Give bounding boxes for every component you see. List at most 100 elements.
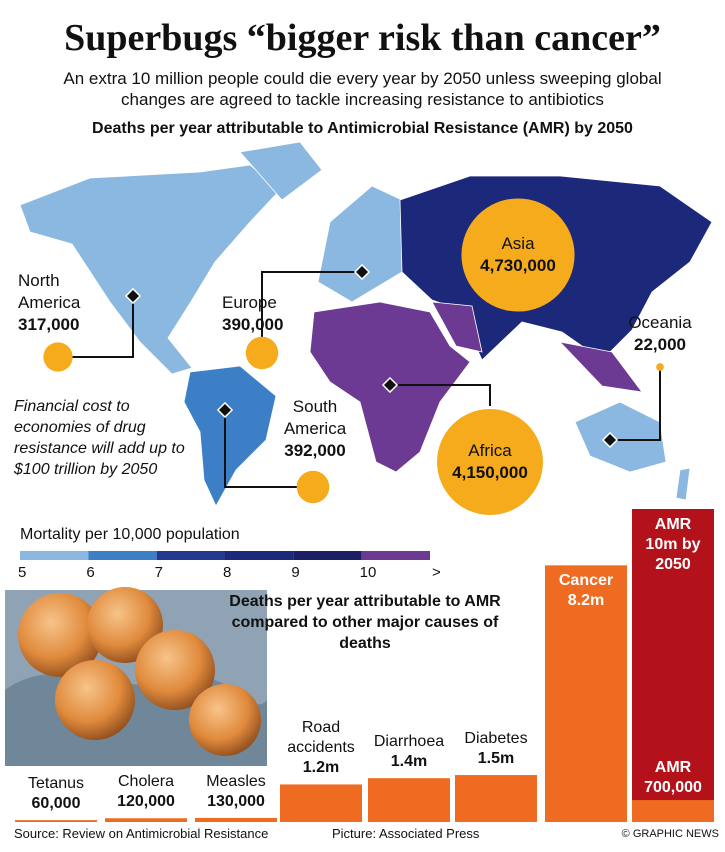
region-marker <box>296 470 330 504</box>
title: Superbugs “bigger risk than cancer” <box>64 17 661 59</box>
picture-credit: Picture: Associated Press <box>332 826 480 841</box>
region-marker <box>656 363 664 371</box>
diamonds <box>124 263 619 449</box>
amr-now-bar <box>632 800 714 822</box>
region-value: 392,000 <box>284 441 346 460</box>
greenland-shape <box>239 141 323 201</box>
bacteria-photo <box>5 587 267 766</box>
bar-value-label: 1.4m <box>390 753 428 771</box>
diamond <box>124 287 142 305</box>
bar-category: Cholera <box>117 773 175 791</box>
australia-shape <box>574 401 667 473</box>
amr-2050-label: AMR 10m by 2050 <box>632 515 714 575</box>
credit: © GRAPHIC NEWS <box>621 828 719 840</box>
legend-swatch <box>361 551 430 560</box>
legend-open-end: > <box>432 564 441 581</box>
map-title: Deaths per year attributable to Antimicr… <box>92 120 633 137</box>
bar-value-label: 700,000 <box>644 779 702 797</box>
bar-category: Diarrhoea <box>373 733 445 751</box>
legend-tick-label: 6 <box>86 564 95 581</box>
bar-label: Measles 130,000 <box>191 772 281 812</box>
leader-line <box>224 410 313 488</box>
region-marker <box>461 198 575 312</box>
bar-label: Diabetes 1.5m <box>451 729 541 769</box>
region-name: North America <box>18 271 81 312</box>
region-label: Asia 4,730,000 <box>448 233 588 277</box>
region-label: Europe 390,000 <box>222 292 312 336</box>
chart-title: Deaths per year attributable to AMR comp… <box>229 593 501 652</box>
region-name: Asia <box>501 234 535 253</box>
bar <box>15 820 97 822</box>
legend-swatch <box>20 551 89 560</box>
region-marker <box>43 342 73 372</box>
region-label: South America 392,000 <box>270 396 360 462</box>
bar-category: Road accidents <box>287 719 355 757</box>
bar-value-label: 130,000 <box>207 792 265 810</box>
middle-east-shape <box>431 301 483 353</box>
bar-value-label: 120,000 <box>117 793 175 811</box>
legend-swatch <box>293 551 362 560</box>
bar-label: Road accidents 1.2m <box>276 718 366 778</box>
region-name: Europe <box>222 293 277 312</box>
region-name: South America <box>283 397 347 438</box>
region-value: 317,000 <box>18 315 80 334</box>
bar-value-label: 1.5m <box>477 750 515 768</box>
legend-tick-label: 9 <box>291 564 300 581</box>
bar-label: Cholera 120,000 <box>101 772 191 812</box>
bar-value-label: 10m by 2050 <box>645 536 701 573</box>
region-marker <box>245 336 279 370</box>
amr-now-label: AMR 700,000 <box>632 758 714 798</box>
bar-label: Cancer 8.2m <box>541 571 631 611</box>
bar-category: Cancer <box>558 572 614 590</box>
region-label: Oceania 22,000 <box>610 312 710 356</box>
diamond <box>353 263 371 281</box>
note: Financial cost to economies of drug resi… <box>14 398 185 478</box>
region-value: 22,000 <box>634 335 686 354</box>
bar <box>105 818 187 822</box>
bar-category: Measles <box>206 772 266 790</box>
legend-swatch <box>88 551 157 560</box>
legend-swatch <box>156 551 225 560</box>
north-america-shape <box>19 164 281 375</box>
region-marker <box>437 409 543 515</box>
source: Source: Review on Antimicrobial Resistan… <box>14 826 269 841</box>
diamond <box>216 401 234 419</box>
southeast-asia-shape <box>558 341 643 393</box>
bar <box>368 778 450 822</box>
bar-label: Tetanus 60,000 <box>11 774 101 814</box>
subtitle: An extra 10 million people could die eve… <box>63 69 662 109</box>
legend-swatch <box>225 551 294 560</box>
legend-tick-label: 5 <box>18 564 27 581</box>
bar <box>545 565 627 822</box>
region-name: Africa <box>468 441 512 460</box>
bar <box>195 817 277 822</box>
region-value: 4,150,000 <box>452 463 528 482</box>
legend-tick-label: 8 <box>223 564 232 581</box>
bar-value-label: 60,000 <box>31 795 81 813</box>
europe-shape <box>317 185 403 303</box>
bar <box>455 775 537 822</box>
bar <box>280 784 362 822</box>
bar-category: Diabetes <box>464 730 528 748</box>
bar-label: Diarrhoea 1.4m <box>364 732 454 772</box>
diamond <box>601 431 619 449</box>
leader-line <box>390 384 491 406</box>
legend-tick-label: 10 <box>359 564 377 581</box>
region-value: 390,000 <box>222 315 284 334</box>
south-america-shape <box>183 365 277 507</box>
leader-line <box>610 367 661 441</box>
bar-value-label: 8.2m <box>567 592 605 610</box>
region-name: Oceania <box>628 313 692 332</box>
legend-title: Mortality per 10,000 population <box>20 526 240 543</box>
region-label: Africa 4,150,000 <box>420 440 560 484</box>
bar-category: AMR <box>654 759 692 777</box>
region-value: 4,730,000 <box>480 256 556 275</box>
bar-category: AMR <box>654 516 692 533</box>
region-label: North America 317,000 <box>18 270 108 336</box>
amr-2050-bar <box>632 509 714 822</box>
new-zealand-shape <box>675 467 691 501</box>
leader-line <box>261 271 362 340</box>
legend-tick-label: 7 <box>154 564 163 581</box>
